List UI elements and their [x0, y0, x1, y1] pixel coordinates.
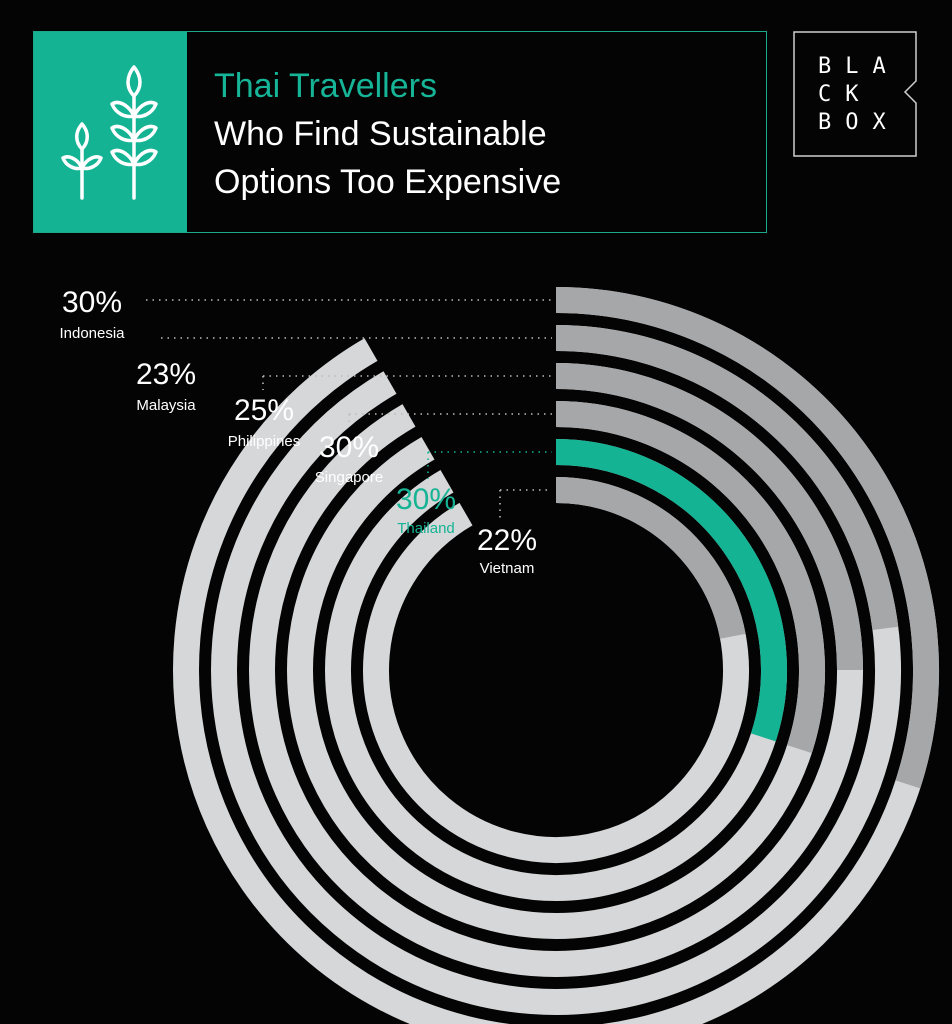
value-label-singapore: 30%	[319, 431, 379, 464]
icon-panel	[34, 32, 187, 232]
wheat-stalks-icon	[61, 65, 158, 200]
category-label-indonesia: Indonesia	[59, 325, 125, 342]
category-label-malaysia: Malaysia	[136, 397, 196, 414]
bar-vietnam	[555, 477, 746, 639]
blackbox-logo: BLA CK BOX	[793, 31, 917, 157]
title-line-3: Options Too Expensive	[214, 163, 562, 201]
logo-row-2: CK	[818, 82, 873, 107]
value-label-indonesia: 30%	[62, 286, 122, 319]
value-label-vietnam: 22%	[477, 524, 537, 557]
title-line-2: Who Find Sustainable	[214, 115, 547, 153]
category-label-singapore: Singapore	[315, 469, 383, 486]
chart-title: Thai Travellers Who Find Sustainable Opt…	[214, 62, 561, 206]
label-group: 30% Indonesia 23% Malaysia 25% Philippines 30%…	[59, 286, 537, 577]
logo-row-3: BOX	[818, 110, 900, 135]
value-label-malaysia: 23%	[136, 358, 196, 391]
leader-lines	[146, 299, 552, 520]
category-label-vietnam: Vietnam	[480, 560, 535, 577]
bar-thailand	[555, 439, 787, 742]
title-panel: Thai Travellers Who Find Sustainable Opt…	[33, 31, 767, 233]
bar-indonesia	[555, 287, 939, 789]
bar-philippines	[555, 363, 863, 671]
category-label-thailand: Thailand	[397, 520, 455, 537]
logo-row-1: BLA	[818, 54, 900, 79]
value-arc-group	[555, 287, 939, 789]
category-label-philippines: Philippines	[228, 433, 301, 450]
value-label-philippines: 25%	[234, 394, 294, 427]
value-label-thailand: 30%	[396, 483, 456, 516]
title-line-1: Thai Travellers	[214, 67, 437, 105]
bar-singapore	[555, 401, 825, 754]
bar-malaysia	[555, 325, 899, 631]
